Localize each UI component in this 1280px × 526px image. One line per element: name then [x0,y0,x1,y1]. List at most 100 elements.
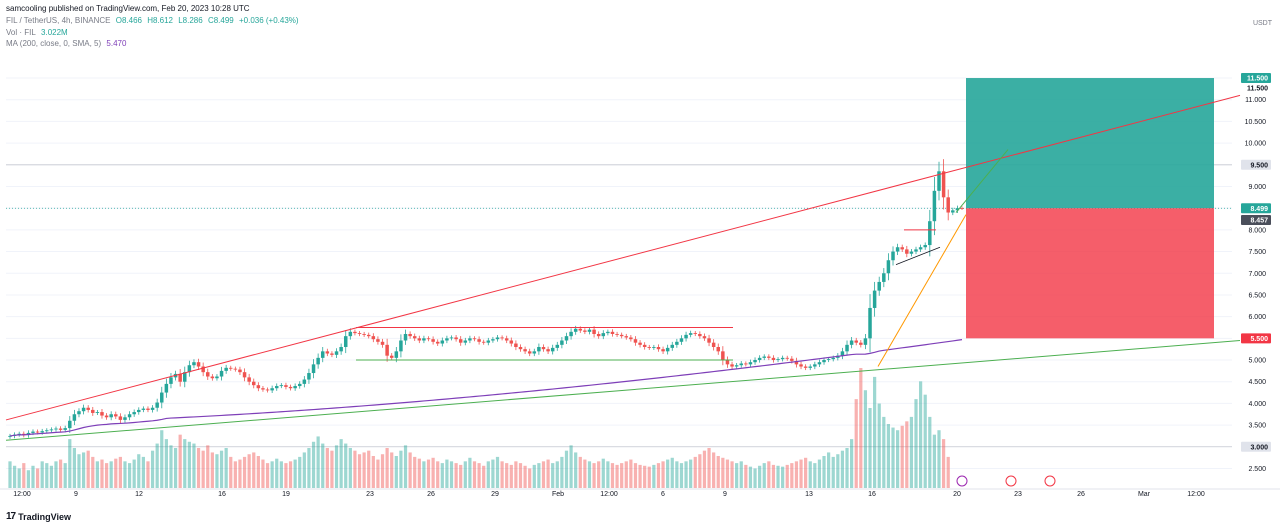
volume-bar [629,459,633,488]
volume-bar [707,448,711,488]
upper-trendline [5,94,1241,421]
candle-body [127,414,132,418]
candle-body [670,344,675,348]
candle-body [353,331,357,334]
candle-body [716,347,720,352]
volume-bar [500,461,504,488]
volume-bar [574,452,578,488]
candle-body [592,329,596,334]
volume-bar [275,458,279,488]
price-tick-label: 6.000 [1248,314,1266,321]
candle-body [684,334,688,339]
candle-body [849,340,854,345]
candle-body [417,338,422,341]
event-marker-icon [1044,475,1056,487]
candle-body [141,408,146,410]
candle-body [472,338,477,340]
volume-bar [150,450,155,488]
candle-body [229,367,233,369]
volume-bar [256,456,260,488]
volume-bar [380,454,385,488]
volume-bar [560,456,564,488]
candle-body [546,349,550,352]
volume-bar [109,461,113,488]
volume-bar [45,463,49,488]
volume-bar [316,436,320,488]
candle-body [578,328,583,331]
close-value: C8.499 [207,16,234,25]
candle-body [831,357,835,360]
volume-bar [799,459,803,488]
candle-body [256,385,261,389]
candle-body [615,333,619,335]
candle-body [780,357,785,360]
candle-body [325,351,330,354]
volume-bar [413,456,417,488]
candle-body [790,358,794,361]
volume-bar [877,403,881,488]
volume-bar [261,459,265,488]
candle-body [104,415,109,418]
candle-body [458,339,463,343]
volume-bar [647,466,651,488]
volume-bar [390,452,394,488]
candle-body [863,338,868,345]
volume-bar [265,463,270,488]
volume-bar [242,456,247,488]
candle-body [114,414,118,417]
candle-body [297,383,302,387]
candle-body [527,351,532,354]
ma-label[interactable]: MA (200, close, 0, SMA, 5) [6,39,102,48]
candle-body [757,357,762,361]
candle-body [702,336,707,339]
volume-bar [288,461,293,488]
price-axis-label: 9.500 [1250,162,1268,169]
volume-bar [58,459,63,488]
candle-body [656,347,661,350]
time-tick-label: 20 [953,491,961,498]
candle-body [767,356,771,358]
price-axis-label-box [1241,215,1271,226]
candle-body [274,386,279,389]
candle-body [647,347,652,348]
symbol-info[interactable]: FIL / TetherUS, 4h, BINANCE [6,16,111,25]
candle-body [877,281,881,291]
tradingview-brand[interactable]: 17 TradingView [6,511,71,522]
volume-label[interactable]: Vol · FIL [6,28,36,37]
volume-bar [169,445,173,488]
candle-body [183,372,187,382]
candle-body [638,342,642,345]
volume-bar [440,463,444,488]
volume-bar [505,463,509,488]
chart-header-ohlc: FIL / TetherUS, 4h, BINANCE O8.466 H8.61… [6,16,302,26]
volume-bar [173,448,178,488]
volume-bar [219,450,224,488]
candle-body [941,171,946,198]
candle-body [81,407,86,412]
candle-body [376,339,380,342]
candle-body [868,307,872,339]
candle-body [845,344,849,352]
candle-body [468,338,472,341]
volume-bar [804,457,808,488]
volume-bar [183,439,187,488]
volume-bar [463,461,467,488]
candle-body [822,360,826,363]
time-tick-label: 29 [491,491,499,498]
candle-body [817,362,822,365]
price-tick-label: 2.500 [1248,466,1266,473]
candle-body [688,333,693,335]
volume-bar [523,465,527,488]
volume-bar [325,448,329,488]
candle-body [311,364,316,374]
volume-bar [54,461,58,488]
candle-body [491,339,495,341]
candle-body [583,330,587,332]
volume-bar [758,465,762,488]
volume-bar [652,464,656,488]
price-axis-label: 11.500 [1247,76,1268,83]
volume-bar [868,408,872,488]
candle-body [748,362,753,365]
volume-bar [224,448,228,488]
